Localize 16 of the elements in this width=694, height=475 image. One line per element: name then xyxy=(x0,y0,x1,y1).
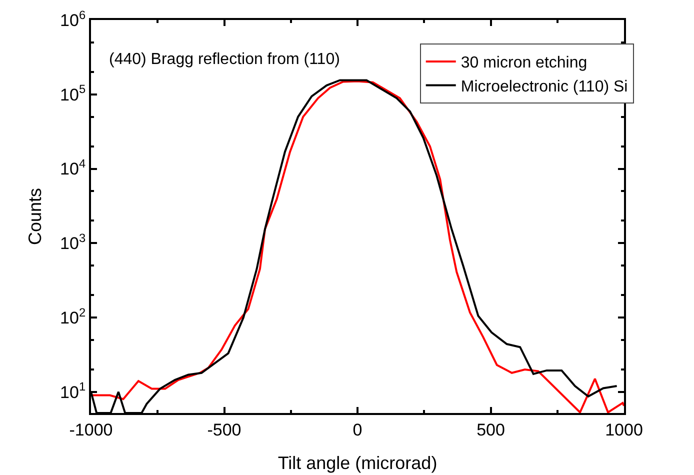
y-tick-label: 10$^{3}$ xyxy=(60,230,86,254)
y-tick-label: 10$^{6}$ xyxy=(60,8,86,30)
y-tick-label: 10$^{1}$ xyxy=(60,380,86,402)
x-tick-label: 1000 xyxy=(605,420,643,440)
x-tick-label: 0 xyxy=(352,420,362,440)
x-tick-label: -1000 xyxy=(69,420,113,440)
annotation: (440) Bragg reflection from (110) xyxy=(109,51,340,68)
y-tick-label: 10$^{4}$ xyxy=(60,156,86,179)
y-axis-title: Counts xyxy=(24,188,45,246)
x-tick-label: 500 xyxy=(476,420,505,440)
legend-label: 30 micron etching xyxy=(460,54,588,72)
y-tick-label: 10$^{2}$ xyxy=(60,305,86,328)
x-axis-title: Tilt angle (microrad) xyxy=(278,453,438,473)
legend-label: Microelectronic (110) Si xyxy=(460,78,628,96)
y-tick-label: 10$^{5}$ xyxy=(60,82,86,104)
x-tick-label: -500 xyxy=(207,420,242,440)
